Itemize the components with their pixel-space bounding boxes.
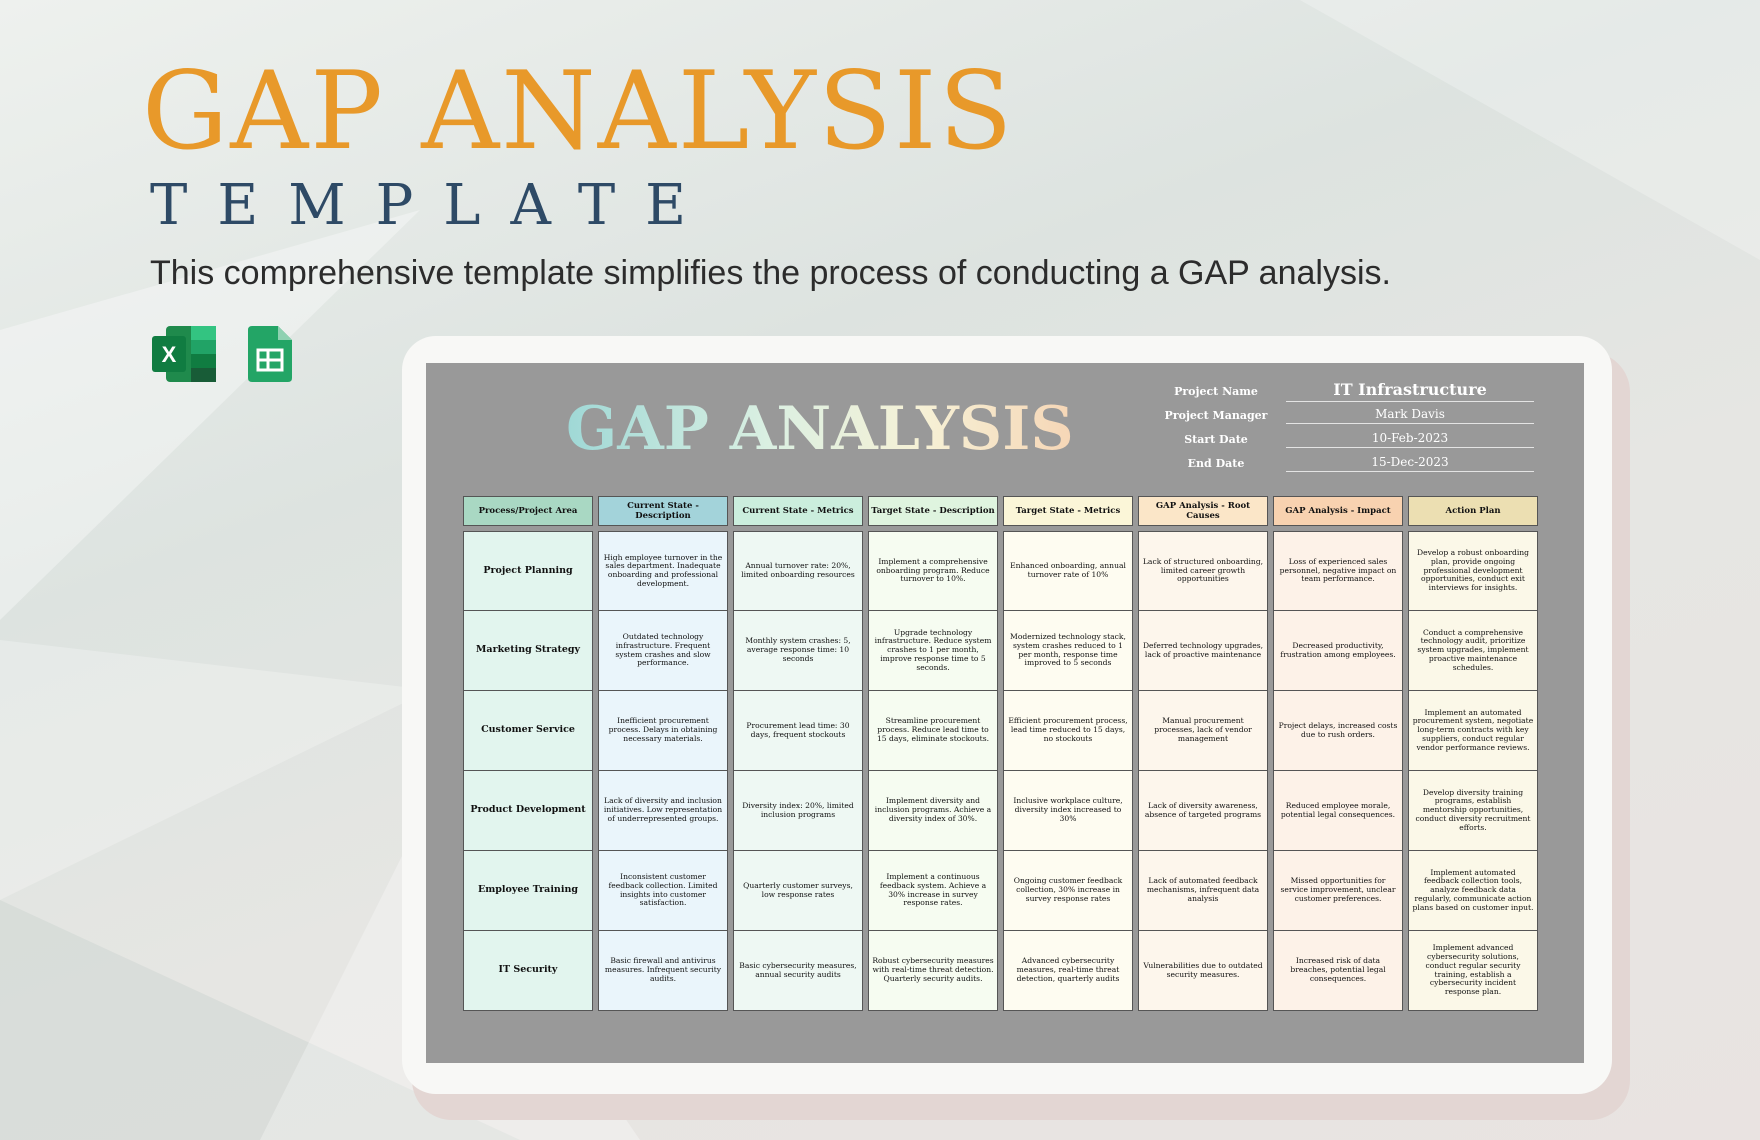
project-info: Project Name IT Infrastructure Project M… [1146,379,1534,475]
sheet-title: GAP ANALYSIS [566,394,1074,464]
table-cell: Implement a comprehensive onboarding pro… [868,531,998,611]
table-cell: Inconsistent customer feedback collectio… [598,851,728,931]
table-cell: Diversity index: 20%, limited inclusion … [733,771,863,851]
table-cell: Basic cybersecurity measures, annual sec… [733,931,863,1011]
table-cell: Lack of structured onboarding, limited c… [1138,531,1268,611]
table-cell: Deferred technology upgrades, lack of pr… [1138,611,1268,691]
row-area-cell: Marketing Strategy [463,611,593,691]
table-cell: Conduct a comprehensive technology audit… [1408,611,1538,691]
column-header: Target State - Description [868,496,998,526]
table-cell: Increased risk of data breaches, potenti… [1273,931,1403,1011]
end-date-value: 15-Dec-2023 [1286,455,1534,472]
table-cell: Implement automated feedback collection … [1408,851,1538,931]
table-cell: Enhanced onboarding, annual turnover rat… [1003,531,1133,611]
table-cell: Monthly system crashes: 5, average respo… [733,611,863,691]
table-cell: Develop a robust onboarding plan, provid… [1408,531,1538,611]
project-name-row: Project Name IT Infrastructure [1146,379,1534,403]
table-cell: High employee turnover in the sales depa… [598,531,728,611]
start-date-row: Start Date 10-Feb-2023 [1146,427,1534,451]
table-cell: Streamline procurement process. Reduce l… [868,691,998,771]
gap-analysis-table: Process/Project Area Current State - Desc… [463,496,1538,1011]
table-cell: Procurement lead time: 30 days, frequent… [733,691,863,771]
table-cell: Robust cybersecurity measures with real-… [868,931,998,1011]
table-cell: Project delays, increased costs due to r… [1273,691,1403,771]
row-area-cell: Project Planning [463,531,593,611]
spreadsheet-preview: GAP ANALYSIS Project Name IT Infrastruct… [426,363,1584,1063]
row-area-cell: Customer Service [463,691,593,771]
start-date-label: Start Date [1184,432,1248,446]
project-name-label: Project Name [1174,384,1258,398]
table-cell: Inefficient procurement process. Delays … [598,691,728,771]
row-area-cell: Employee Training [463,851,593,931]
table-cell: Develop diversity training programs, est… [1408,771,1538,851]
column-header: Process/Project Area [463,496,593,526]
table-cell: Lack of automated feedback mechanisms, i… [1138,851,1268,931]
table-cell: Reduced employee morale, potential legal… [1273,771,1403,851]
table-cell: Implement diversity and inclusion progra… [868,771,998,851]
column-header: Current State - Metrics [733,496,863,526]
table-cell: Advanced cybersecurity measures, real-ti… [1003,931,1133,1011]
table-cell: Upgrade technology infrastructure. Reduc… [868,611,998,691]
project-manager-row: Project Manager Mark Davis [1146,403,1534,427]
page-subtitle: TEMPLATE [150,173,717,238]
row-area-cell: Product Development [463,771,593,851]
column-header: Current State - Description [598,496,728,526]
table-cell: Manual procurement processes, lack of ve… [1138,691,1268,771]
table-cell: Efficient procurement process, lead time… [1003,691,1133,771]
table-cell: Implement advanced cybersecurity solutio… [1408,931,1538,1011]
column-header: GAP Analysis - Impact [1273,496,1403,526]
table-cell: Ongoing customer feedback collection, 30… [1003,851,1133,931]
table-cell: Missed opportunities for service improve… [1273,851,1403,931]
end-date-label: End Date [1187,456,1245,470]
table-cell: Lack of diversity and inclusion initiati… [598,771,728,851]
excel-icon[interactable]: X [152,326,216,387]
google-sheets-icon[interactable] [248,326,292,387]
row-area-cell: IT Security [463,931,593,1011]
page-title: GAP ANALYSIS [142,49,1015,174]
column-header: GAP Analysis - Root Causes [1138,496,1268,526]
project-manager-value: Mark Davis [1286,407,1534,424]
table-cell: Quarterly customer surveys, low response… [733,851,863,931]
column-header: Action Plan [1408,496,1538,526]
table-cell: Inclusive workplace culture, diversity i… [1003,771,1133,851]
table-cell: Loss of experienced sales personnel, neg… [1273,531,1403,611]
table-cell: Modernized technology stack, system cras… [1003,611,1133,691]
project-manager-label: Project Manager [1164,408,1268,422]
column-header: Target State - Metrics [1003,496,1133,526]
table-cell: Outdated technology infrastructure. Freq… [598,611,728,691]
table-cell: Decreased productivity, frustration amon… [1273,611,1403,691]
project-name-value: IT Infrastructure [1286,380,1534,402]
page-tagline: This comprehensive template simplifies t… [150,254,1391,292]
table-cell: Implement a continuous feedback system. … [868,851,998,931]
start-date-value: 10-Feb-2023 [1286,431,1534,448]
table-cell: Implement an automated procurement syste… [1408,691,1538,771]
end-date-row: End Date 15-Dec-2023 [1146,451,1534,475]
svg-text:X: X [162,342,177,367]
table-cell: Vulnerabilities due to outdated security… [1138,931,1268,1011]
table-cell: Basic firewall and antivirus measures. I… [598,931,728,1011]
table-cell: Annual turnover rate: 20%, limited onboa… [733,531,863,611]
table-cell: Lack of diversity awareness, absence of … [1138,771,1268,851]
